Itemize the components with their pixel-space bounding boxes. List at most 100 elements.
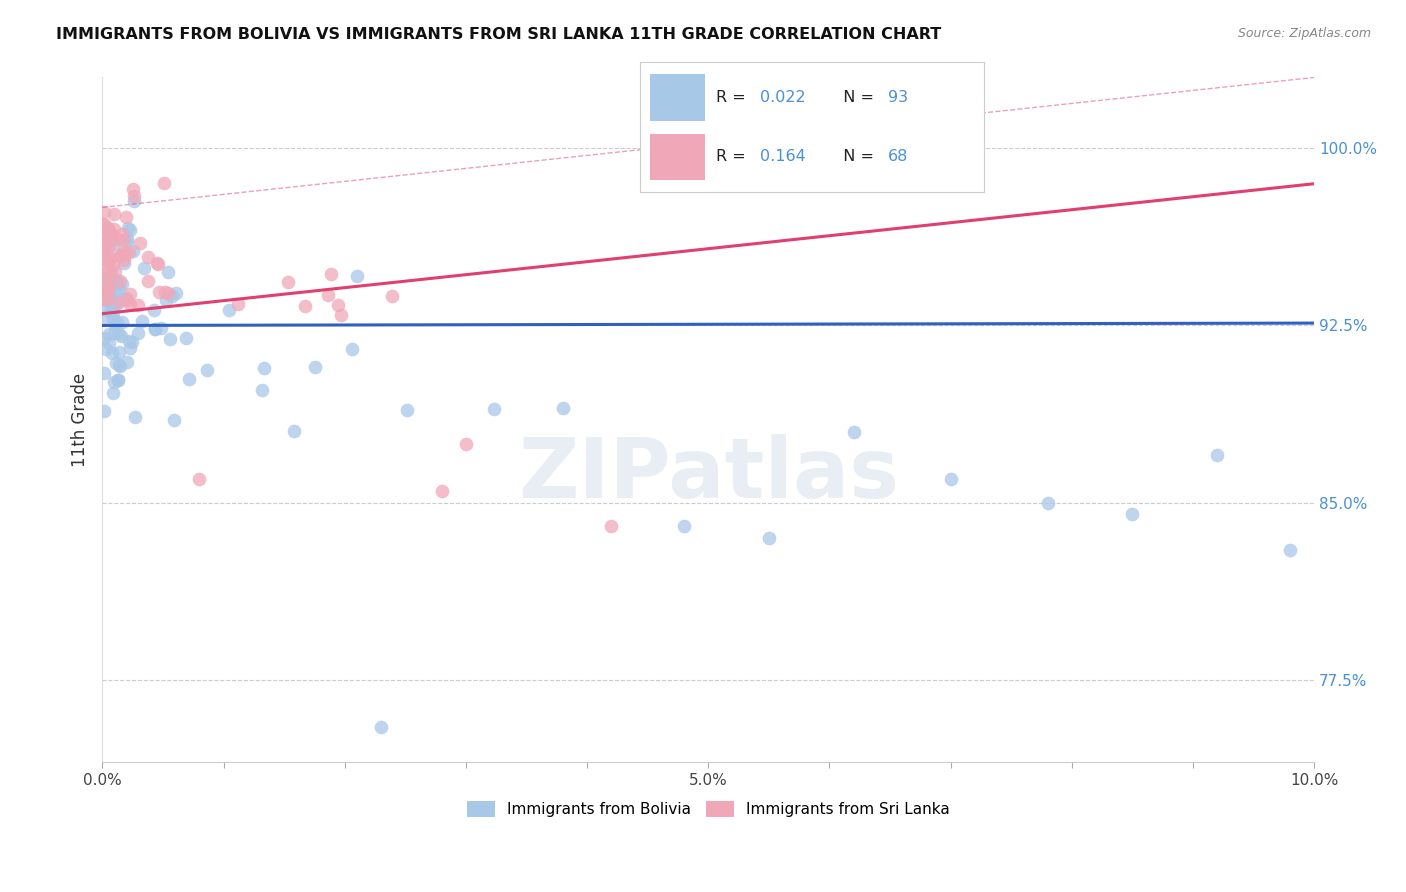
Point <box>132 261 155 276</box>
Point <box>93 244 115 258</box>
Point <box>143 303 166 318</box>
Point <box>103 206 125 220</box>
Point <box>105 277 128 291</box>
Point <box>96 281 118 295</box>
Point <box>105 315 128 329</box>
Point <box>1278 542 1301 557</box>
Point <box>110 248 132 262</box>
Point <box>118 296 141 310</box>
Point <box>758 531 780 545</box>
Point <box>101 386 124 401</box>
Point <box>1036 495 1059 509</box>
Point <box>124 410 146 425</box>
Point <box>93 205 115 219</box>
Point <box>93 310 115 325</box>
Point <box>97 290 120 304</box>
Point <box>174 331 197 345</box>
Point <box>165 285 187 300</box>
Point <box>673 519 696 533</box>
Point <box>103 326 125 341</box>
Point <box>122 182 145 196</box>
Point <box>93 292 115 306</box>
Point <box>346 268 368 283</box>
Point <box>93 217 115 231</box>
Point <box>98 240 121 254</box>
Point <box>127 298 149 312</box>
Point <box>114 210 136 224</box>
Text: ZIPatlas: ZIPatlas <box>517 434 898 516</box>
Point <box>98 233 121 247</box>
Point <box>93 273 115 287</box>
Point <box>110 274 132 288</box>
Point <box>104 286 127 301</box>
Text: R =: R = <box>716 90 751 105</box>
Point <box>195 363 218 377</box>
Y-axis label: 11th Grade: 11th Grade <box>72 373 89 467</box>
Point <box>103 295 125 310</box>
Point <box>97 285 120 300</box>
Point <box>131 314 153 328</box>
Point <box>93 252 115 266</box>
Text: 0.164: 0.164 <box>761 149 806 164</box>
Point <box>1121 508 1143 522</box>
Point <box>122 188 145 202</box>
Point <box>127 326 149 340</box>
Point <box>101 306 124 320</box>
Point <box>155 293 177 307</box>
Point <box>136 250 159 264</box>
Point <box>107 373 129 387</box>
Point <box>160 288 183 302</box>
Text: 68: 68 <box>887 149 908 164</box>
Point <box>107 373 129 387</box>
Point <box>96 220 118 235</box>
Point <box>93 236 115 251</box>
Point <box>294 299 316 313</box>
Point <box>105 276 128 290</box>
Point <box>101 292 124 306</box>
Point <box>120 223 142 237</box>
Point <box>328 298 350 312</box>
Text: 0.022: 0.022 <box>761 90 806 105</box>
Point <box>107 282 129 296</box>
Point <box>103 258 125 272</box>
Point <box>96 293 118 307</box>
Point <box>100 304 122 318</box>
Point <box>342 342 364 356</box>
Point <box>93 261 115 276</box>
Point <box>454 436 477 450</box>
Point <box>112 256 135 270</box>
Point <box>152 176 174 190</box>
Point <box>156 265 179 279</box>
Point <box>96 222 118 236</box>
Point <box>153 285 176 300</box>
Point <box>319 268 342 282</box>
Point <box>396 403 419 417</box>
Point <box>118 334 141 348</box>
Point <box>97 253 120 268</box>
Point <box>94 342 117 356</box>
Point <box>100 228 122 243</box>
Point <box>100 225 122 239</box>
Point <box>108 295 131 310</box>
Point <box>120 341 142 355</box>
Point <box>107 326 129 341</box>
Point <box>97 270 120 285</box>
Point <box>129 236 152 251</box>
Point <box>93 278 115 293</box>
Point <box>114 246 136 260</box>
Point <box>143 322 166 336</box>
Point <box>93 301 115 316</box>
Point <box>111 227 134 241</box>
Point <box>115 234 138 248</box>
Point <box>381 289 404 303</box>
Point <box>430 483 453 498</box>
Point <box>108 358 131 372</box>
Text: Source: ZipAtlas.com: Source: ZipAtlas.com <box>1237 27 1371 40</box>
Point <box>93 403 115 417</box>
Point <box>121 335 143 350</box>
Point <box>124 194 146 208</box>
Point <box>117 220 139 235</box>
Point <box>112 252 135 267</box>
Point <box>118 286 141 301</box>
Text: N =: N = <box>832 90 879 105</box>
